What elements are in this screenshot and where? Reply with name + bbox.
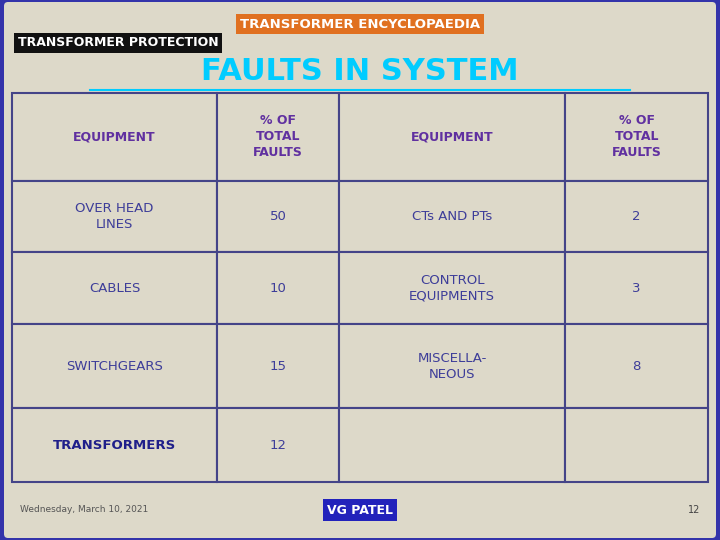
Bar [565, 180, 708, 253]
Bar [12, 180, 217, 253]
Bar [12, 408, 217, 482]
Text: VG PATEL: VG PATEL [327, 503, 393, 516]
Bar [565, 93, 708, 180]
Text: TRANSFORMERS: TRANSFORMERS [53, 438, 176, 451]
Text: EQUIPMENT: EQUIPMENT [73, 130, 156, 143]
Text: 50: 50 [270, 210, 287, 223]
Text: SWITCHGEARS: SWITCHGEARS [66, 360, 163, 373]
FancyBboxPatch shape [4, 2, 716, 538]
Bar [12, 93, 217, 180]
Text: CONTROL
EQUIPMENTS: CONTROL EQUIPMENTS [409, 274, 495, 303]
Text: 10: 10 [270, 282, 287, 295]
Bar [339, 93, 565, 180]
Bar [12, 253, 217, 325]
Bar [339, 253, 565, 325]
Text: % OF
TOTAL
FAULTS: % OF TOTAL FAULTS [253, 114, 303, 159]
Bar [565, 253, 708, 325]
Bar [339, 408, 565, 482]
Text: 12: 12 [688, 505, 700, 515]
Bar [12, 325, 217, 408]
Text: MISCELLA-
NEOUS: MISCELLA- NEOUS [418, 352, 487, 381]
Text: EQUIPMENT: EQUIPMENT [411, 130, 493, 143]
Bar [217, 408, 339, 482]
Text: CTs AND PTs: CTs AND PTs [412, 210, 492, 223]
Text: TRANSFORMER ENCYCLOPAEDIA: TRANSFORMER ENCYCLOPAEDIA [240, 17, 480, 30]
Bar [217, 93, 339, 180]
Bar [565, 325, 708, 408]
Text: CABLES: CABLES [89, 282, 140, 295]
Bar [217, 253, 339, 325]
Text: 8: 8 [632, 360, 641, 373]
Text: 3: 3 [632, 282, 641, 295]
Bar [339, 325, 565, 408]
Bar [217, 325, 339, 408]
Bar [339, 180, 565, 253]
Text: OVER HEAD
LINES: OVER HEAD LINES [76, 202, 154, 231]
Text: % OF
TOTAL
FAULTS: % OF TOTAL FAULTS [612, 114, 662, 159]
Bar [565, 408, 708, 482]
Text: FAULTS IN SYSTEM: FAULTS IN SYSTEM [201, 57, 519, 86]
Text: 12: 12 [270, 438, 287, 451]
Bar [217, 180, 339, 253]
Text: Wednesday, March 10, 2021: Wednesday, March 10, 2021 [20, 505, 148, 515]
Text: 2: 2 [632, 210, 641, 223]
Text: TRANSFORMER PROTECTION: TRANSFORMER PROTECTION [18, 37, 219, 50]
Text: 15: 15 [270, 360, 287, 373]
